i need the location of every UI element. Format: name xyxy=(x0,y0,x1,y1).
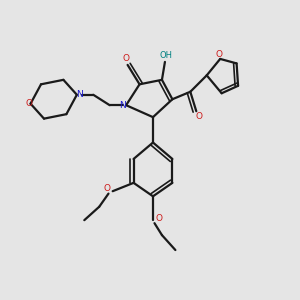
Text: OH: OH xyxy=(160,51,173,60)
Text: N: N xyxy=(76,90,83,99)
Text: O: O xyxy=(215,50,222,59)
Text: O: O xyxy=(123,54,130,63)
Text: O: O xyxy=(26,99,33,108)
Text: O: O xyxy=(196,112,203,121)
Text: N: N xyxy=(119,101,126,110)
Text: O: O xyxy=(104,184,111,193)
Text: O: O xyxy=(155,214,163,223)
